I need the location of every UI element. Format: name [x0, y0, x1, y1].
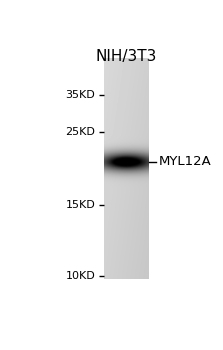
Text: 25KD: 25KD — [65, 127, 95, 137]
Text: NIH/3T3: NIH/3T3 — [96, 49, 157, 64]
Text: 10KD: 10KD — [66, 272, 95, 281]
Text: 35KD: 35KD — [66, 90, 95, 99]
Text: 15KD: 15KD — [66, 200, 95, 210]
Text: MYL12A: MYL12A — [159, 155, 212, 168]
